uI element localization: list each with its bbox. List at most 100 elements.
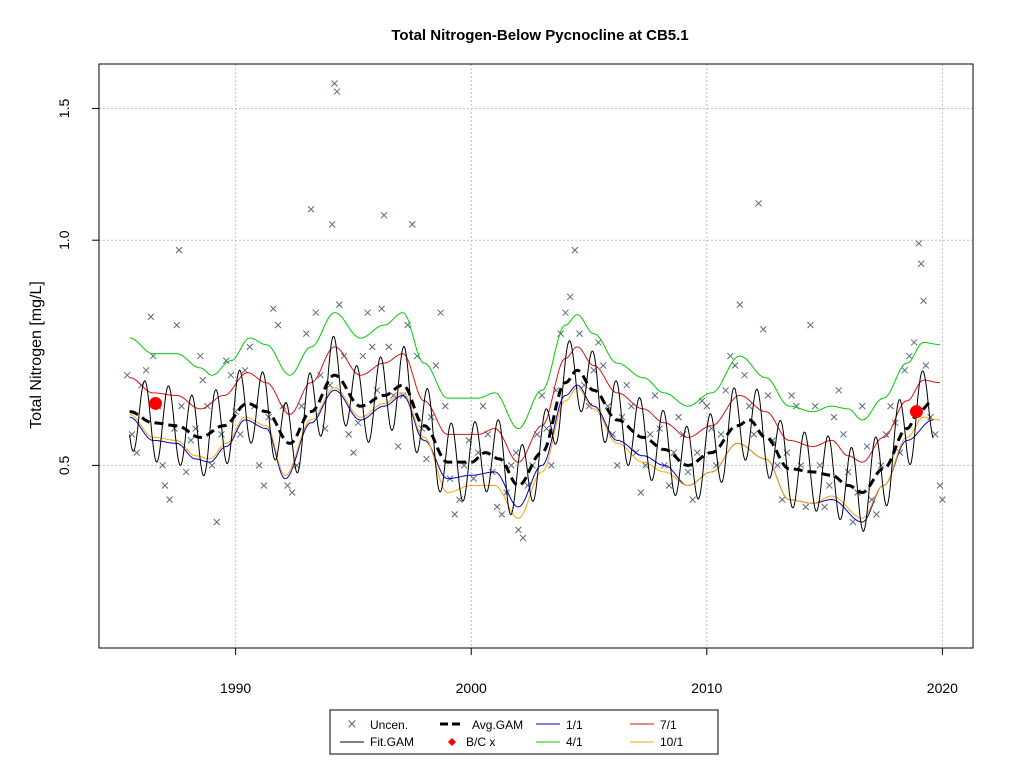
- observation-point: [665, 482, 673, 489]
- observation-point: [260, 482, 268, 489]
- observation-point: [910, 339, 918, 346]
- observation-point: [312, 309, 320, 317]
- observation-point: [901, 366, 909, 374]
- observation-point: [218, 431, 225, 438]
- observation-point: [830, 413, 838, 421]
- observation-point: [547, 462, 555, 469]
- observation-point: [427, 413, 435, 421]
- x-tick-label: 2000: [456, 680, 487, 696]
- observation-point: [173, 321, 181, 329]
- observation-point: [451, 511, 459, 518]
- series-line-10-1: [129, 387, 940, 519]
- observation-point: [470, 475, 477, 482]
- x-tick-label: 2010: [691, 680, 722, 696]
- observation-point: [689, 496, 697, 503]
- observation-point: [413, 352, 421, 360]
- observation-point: [227, 371, 235, 379]
- observation-point: [543, 425, 550, 432]
- observation-point: [298, 402, 305, 410]
- series-line-4-1: [129, 312, 940, 429]
- observation-point: [236, 431, 244, 438]
- y-tick-label: 0.5: [56, 455, 72, 475]
- observation-point: [519, 534, 527, 542]
- legend-marker-bc: [448, 738, 456, 746]
- observation-point: [284, 482, 291, 489]
- observation-point: [161, 482, 169, 489]
- observation-point: [571, 246, 579, 254]
- observation-point: [333, 88, 341, 95]
- observation-point: [906, 352, 913, 360]
- observation-point: [385, 343, 393, 351]
- legend-box: [329, 709, 719, 755]
- observation-point: [359, 352, 367, 360]
- observation-point: [816, 462, 824, 469]
- observation-point: [255, 462, 263, 469]
- observation-point: [887, 402, 894, 410]
- observation-point: [441, 402, 449, 410]
- observation-point: [726, 352, 734, 360]
- observation-point: [514, 526, 522, 534]
- series-line-avg-gam: [129, 368, 933, 495]
- x-tick-label: 2020: [927, 680, 958, 696]
- observation-point: [595, 339, 602, 346]
- observation-point: [302, 330, 310, 338]
- observation-point: [788, 392, 795, 399]
- y-axis: 0.5 1.0 1.5: [56, 99, 99, 475]
- observation-point: [745, 402, 753, 410]
- bc-point: [909, 405, 923, 419]
- chart-title: Total Nitrogen-Below Pycnocline at CB5.1: [391, 27, 688, 44]
- observation-point: [694, 449, 701, 456]
- observation-point: [920, 297, 927, 305]
- observation-point: [246, 343, 254, 351]
- observation-point: [917, 260, 925, 268]
- legend-label-s7: 7/1: [660, 718, 677, 732]
- observation-point: [394, 443, 402, 450]
- observation-point: [722, 386, 729, 394]
- observation-point: [269, 305, 277, 313]
- observation-point: [182, 468, 190, 476]
- observation-point: [187, 437, 195, 444]
- observation-point: [538, 392, 546, 399]
- observation-point: [331, 80, 338, 87]
- observation-point: [613, 462, 621, 469]
- observation-point: [764, 392, 772, 399]
- observation-point: [142, 366, 150, 374]
- observation-point: [147, 313, 155, 321]
- observation-point: [646, 431, 654, 438]
- observation-point: [196, 352, 204, 360]
- observation-point: [651, 392, 659, 399]
- observation-point: [345, 431, 353, 438]
- observation-point: [882, 431, 890, 438]
- observation-point: [199, 376, 207, 384]
- observation-point: [350, 449, 357, 456]
- x-tick-label: 1990: [220, 680, 251, 696]
- y-axis-label: Total Nitrogen [mg/L]: [28, 281, 45, 429]
- observation-point: [576, 330, 583, 338]
- observation-point: [844, 468, 852, 476]
- observation-point: [364, 309, 371, 317]
- x-axis: 1990 2000 2010 2020: [220, 648, 958, 696]
- y-tick-label: 1.0: [56, 230, 72, 250]
- observation-point: [840, 431, 847, 438]
- observation-point: [390, 392, 397, 399]
- plot-frame: [98, 63, 974, 649]
- observation-point: [802, 503, 810, 511]
- observation-point: [213, 518, 221, 526]
- observation-point: [915, 240, 923, 247]
- observation-point: [637, 489, 645, 496]
- legend-label-s4: 4/1: [566, 735, 583, 749]
- observation-point: [670, 449, 678, 456]
- observation-point: [849, 518, 857, 526]
- legend-label-fit: Fit.GAM: [370, 735, 414, 749]
- observation-point: [811, 402, 819, 410]
- legend: × Uncen. Avg.GAM 1/1 7/1 Fit.GAM B/C x 4…: [329, 709, 719, 755]
- observation-point: [703, 402, 711, 410]
- observation-point: [328, 220, 336, 228]
- observation-point: [717, 431, 725, 438]
- observation-point: [208, 462, 216, 469]
- observation-point: [274, 321, 282, 329]
- observation-point: [178, 402, 185, 410]
- observation-point: [423, 455, 430, 463]
- legend-label-uncen: Uncen.: [370, 718, 408, 732]
- observation-point: [354, 419, 362, 427]
